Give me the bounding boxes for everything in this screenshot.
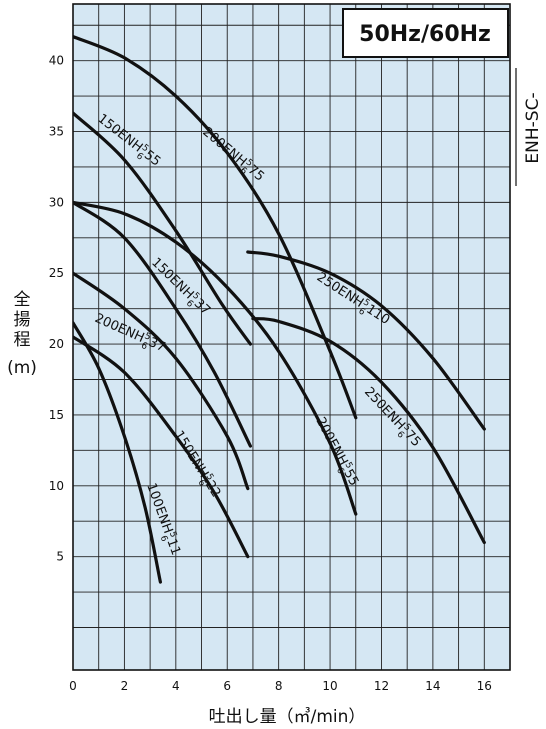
y-tick-label: 30 — [49, 195, 64, 209]
y-tick-label: 25 — [49, 266, 64, 280]
series-side-label: ENH-SC- — [515, 68, 543, 186]
y-tick-label: 5 — [56, 550, 64, 564]
series-curve-150enh-5-6-22 — [73, 335, 250, 559]
svg-text:全揚程(m): 全揚程(m) — [7, 290, 37, 378]
y-tick-label: 15 — [49, 408, 64, 422]
plot-background — [73, 4, 510, 670]
x-tick-label: 4 — [172, 679, 180, 693]
x-tick-label: 10 — [322, 679, 337, 693]
series-curve-100enh-5-6-11 — [73, 321, 162, 584]
series-curve-150enh-5-6-37 — [73, 200, 252, 448]
x-tick-label: 12 — [374, 679, 389, 693]
x-tick-label: 2 — [121, 679, 129, 693]
series-curve-250enh-5-6-75 — [251, 317, 486, 545]
y-tick-labels: 5 10 15 20 25 30 35 40 — [49, 54, 64, 564]
series-curve-200enh-5-6-55 — [73, 200, 358, 516]
y-tick-label: 10 — [49, 479, 64, 493]
x-tick-label: 8 — [275, 679, 283, 693]
grid — [73, 4, 510, 670]
series-curve-200enh-5-6-75 — [73, 35, 358, 420]
series-curve-150enh-5-6-55 — [73, 111, 252, 346]
series-curve-250enh-5-6-110 — [246, 250, 486, 431]
y-tick-label: 35 — [49, 125, 64, 139]
x-tick-labels: 0 2 4 6 8 10 12 14 16 — [69, 679, 492, 693]
side-label-text: ENH-SC- — [523, 92, 543, 163]
curves — [73, 35, 486, 584]
x-tick-label: 16 — [477, 679, 492, 693]
plot-frame — [72, 3, 511, 671]
frequency-badge-text: 50Hz/60Hz — [359, 22, 491, 47]
x-axis-title: 吐出し量（㎥/min） — [209, 707, 366, 727]
y-tick-label: 20 — [49, 337, 64, 351]
frequency-badge: 50Hz/60Hz — [342, 8, 509, 58]
x-tick-label: 6 — [223, 679, 231, 693]
x-tick-label: 0 — [69, 679, 77, 693]
y-axis-title: 全揚程(m) — [7, 290, 37, 378]
y-tick-label: 40 — [49, 54, 64, 68]
series-curve-200enh-5-6-37 — [73, 271, 250, 491]
x-tick-label: 14 — [425, 679, 440, 693]
